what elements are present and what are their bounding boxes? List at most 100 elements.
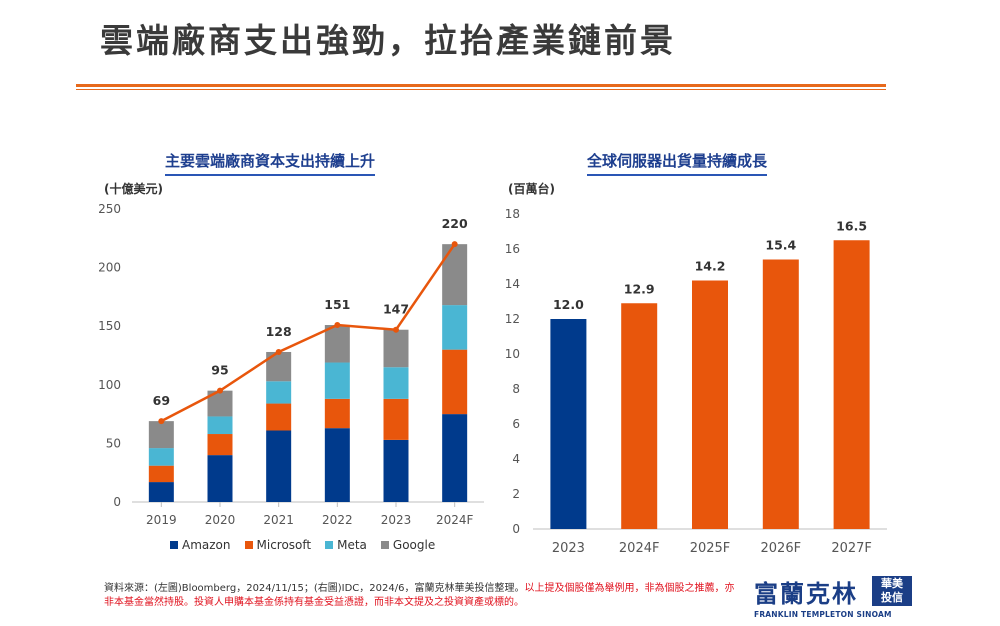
left-total-point xyxy=(217,387,223,394)
logo-box: 華美 投信 xyxy=(872,576,912,606)
right-y-tick-label: 18 xyxy=(505,207,520,221)
company-logo: 富蘭克林 華美 投信 FRANKLIN TEMPLETON SINOAM xyxy=(754,574,918,622)
logo-en-text: FRANKLIN TEMPLETON SINOAM xyxy=(754,610,892,619)
right-bar-label: 16.5 xyxy=(836,218,867,233)
left-bar-amazon xyxy=(324,428,350,502)
left-bar-meta xyxy=(266,381,292,404)
right-y-tick-label: 2 xyxy=(512,487,520,501)
left-x-tick-label: 2019 xyxy=(146,513,177,527)
right-y-tick-label: 6 xyxy=(512,417,520,431)
legend-swatch xyxy=(325,541,334,549)
left-y-tick-label: 0 xyxy=(113,495,121,509)
legend-item-microsoft: Microsoft xyxy=(244,538,312,552)
title-underline-thin xyxy=(76,89,886,90)
footnote: 資料來源：(左圖)Bloomberg，2024/11/15；(右圖)IDC，20… xyxy=(104,582,744,610)
legend-label: Google xyxy=(392,538,436,552)
legend-swatch xyxy=(170,541,178,549)
right-bar xyxy=(621,303,658,529)
left-chart-unit: (十億美元) xyxy=(104,182,163,196)
left-bar-microsoft xyxy=(442,349,468,415)
left-total-label: 128 xyxy=(266,324,292,339)
right-bar-label: 12.9 xyxy=(624,281,655,296)
right-y-tick-label: 10 xyxy=(505,347,520,361)
left-bar-google xyxy=(383,329,409,368)
legend-item-amazon: Amazon xyxy=(170,538,231,552)
left-total-point xyxy=(334,322,341,329)
legend-item-meta: Meta xyxy=(325,538,367,552)
left-bar-google xyxy=(324,325,350,363)
left-total-line xyxy=(160,243,456,423)
left-bar-amazon xyxy=(266,430,292,502)
logo-cn-text: 富蘭克林 xyxy=(754,580,858,608)
right-x-tick-label: 2023 xyxy=(552,541,585,556)
right-chart-title: 全球伺服器出貨量持續成長 xyxy=(587,150,768,176)
left-bar-amazon xyxy=(207,455,233,502)
right-y-tick-label: 0 xyxy=(512,522,520,536)
left-bar-amazon xyxy=(442,414,468,502)
legend-label: Meta xyxy=(337,538,367,552)
left-total-point xyxy=(393,326,399,333)
legend-label: Microsoft xyxy=(256,538,312,552)
right-x-tick-label: 2024F xyxy=(619,541,660,556)
legend-swatch xyxy=(380,541,389,549)
right-bar-label: 14.2 xyxy=(695,259,726,274)
right-bar-label: 15.4 xyxy=(765,238,796,253)
right-x-tick-label: 2026F xyxy=(761,541,802,556)
left-bar-meta xyxy=(383,367,409,399)
left-y-tick-label: 200 xyxy=(98,261,121,275)
left-chart-title: 主要雲端廠商資本支出持續上升 xyxy=(165,150,376,176)
page-title: 雲端廠商支出強勁，拉抬產業鏈前景 xyxy=(100,21,676,60)
right-bar xyxy=(692,280,728,529)
right-bar xyxy=(550,319,587,529)
left-bar-amazon xyxy=(148,482,174,502)
left-bar-microsoft xyxy=(207,434,233,456)
left-bar-microsoft xyxy=(324,398,350,429)
left-y-tick-label: 250 xyxy=(98,202,121,216)
left-total-label: 147 xyxy=(383,302,409,317)
left-bar-google xyxy=(148,421,174,449)
left-total-label: 220 xyxy=(442,216,468,231)
right-bar xyxy=(833,240,870,529)
left-bar-meta xyxy=(324,362,350,399)
right-x-tick-label: 2027F xyxy=(831,541,872,556)
left-y-tick-label: 50 xyxy=(106,436,121,450)
right-y-tick-label: 16 xyxy=(505,242,520,256)
left-bar-microsoft xyxy=(266,403,292,431)
footnote-disclaimer: 以上提及個股僅為舉例用，非為個股之推薦，亦非本基金當然持股。投資人申購本基金係持… xyxy=(104,583,735,608)
title-underline xyxy=(76,84,886,87)
logo-box-line1: 華美 xyxy=(881,577,903,590)
left-bar-microsoft xyxy=(148,465,174,483)
left-total-point xyxy=(451,241,458,248)
left-x-tick-label: 2021 xyxy=(263,513,294,527)
left-y-tick-label: 100 xyxy=(98,378,121,392)
left-bar-microsoft xyxy=(383,398,409,440)
left-total-label: 151 xyxy=(324,297,350,312)
left-total-label: 69 xyxy=(153,393,170,408)
left-bar-google xyxy=(442,244,468,306)
left-x-tick-label: 2022 xyxy=(322,513,353,527)
legend-label: Amazon xyxy=(182,538,231,552)
right-chart-unit: (百萬台) xyxy=(508,182,555,196)
footnote-source: 資料來源：(左圖)Bloomberg，2024/11/15；(右圖)IDC，20… xyxy=(104,583,525,594)
right-x-tick-label: 2025F xyxy=(690,541,731,556)
right-bar xyxy=(762,259,799,529)
right-y-tick-label: 8 xyxy=(512,382,520,396)
right-y-tick-label: 14 xyxy=(505,277,520,291)
left-x-tick-label: 2024F xyxy=(436,513,474,527)
logo-box-line2: 投信 xyxy=(881,591,903,604)
left-x-tick-label: 2020 xyxy=(205,513,236,527)
left-y-tick-label: 150 xyxy=(98,319,121,333)
legend-item-google: Google xyxy=(380,538,436,552)
legend-swatch xyxy=(244,541,253,549)
left-total-point xyxy=(275,348,282,355)
left-bar-meta xyxy=(207,416,233,435)
left-bar-amazon xyxy=(383,439,409,502)
left-total-label: 95 xyxy=(211,363,228,378)
right-y-tick-label: 12 xyxy=(505,312,520,326)
right-y-tick-label: 4 xyxy=(512,452,520,466)
left-total-point xyxy=(158,418,165,425)
left-bar-meta xyxy=(442,305,468,350)
left-x-tick-label: 2023 xyxy=(381,513,412,527)
left-bar-meta xyxy=(148,448,174,466)
